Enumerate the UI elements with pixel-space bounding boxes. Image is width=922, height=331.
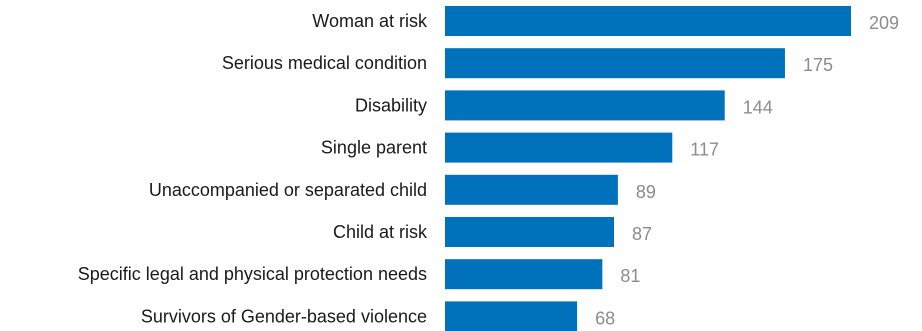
- bar-1: [445, 48, 785, 79]
- category-label-3: Single parent: [321, 138, 427, 158]
- bar-2: [445, 90, 725, 121]
- value-label-6: 81: [620, 266, 640, 286]
- bar-3: [445, 132, 673, 163]
- value-label-1: 175: [803, 55, 833, 75]
- value-label-3: 117: [690, 140, 719, 160]
- value-label-2: 144: [743, 97, 773, 117]
- value-label-0: 209: [869, 13, 899, 33]
- category-labels-group: Woman at risk Serious medical condition Di…: [78, 11, 428, 326]
- bar-7: [445, 301, 578, 331]
- bar-4: [445, 174, 618, 205]
- category-label-7: Survivors of Gender-based violence: [141, 306, 427, 326]
- value-label-5: 87: [632, 224, 652, 244]
- value-label-7: 68: [595, 308, 615, 328]
- value-labels-group: 209 175 144 117 89 87 81 68: [595, 13, 899, 328]
- category-label-5: Child at risk: [333, 222, 428, 242]
- bar-0: [445, 6, 851, 36]
- bars-group: [445, 6, 851, 331]
- category-label-0: Woman at risk: [312, 11, 428, 31]
- bar-5: [445, 217, 615, 247]
- category-label-1: Serious medical condition: [222, 53, 427, 73]
- category-label-2: Disability: [355, 95, 427, 115]
- value-label-4: 89: [636, 182, 656, 202]
- category-label-6: Specific legal and physical protection n…: [78, 264, 427, 284]
- category-label-4: Unaccompanied or separated child: [149, 180, 427, 200]
- bar-6: [445, 259, 603, 290]
